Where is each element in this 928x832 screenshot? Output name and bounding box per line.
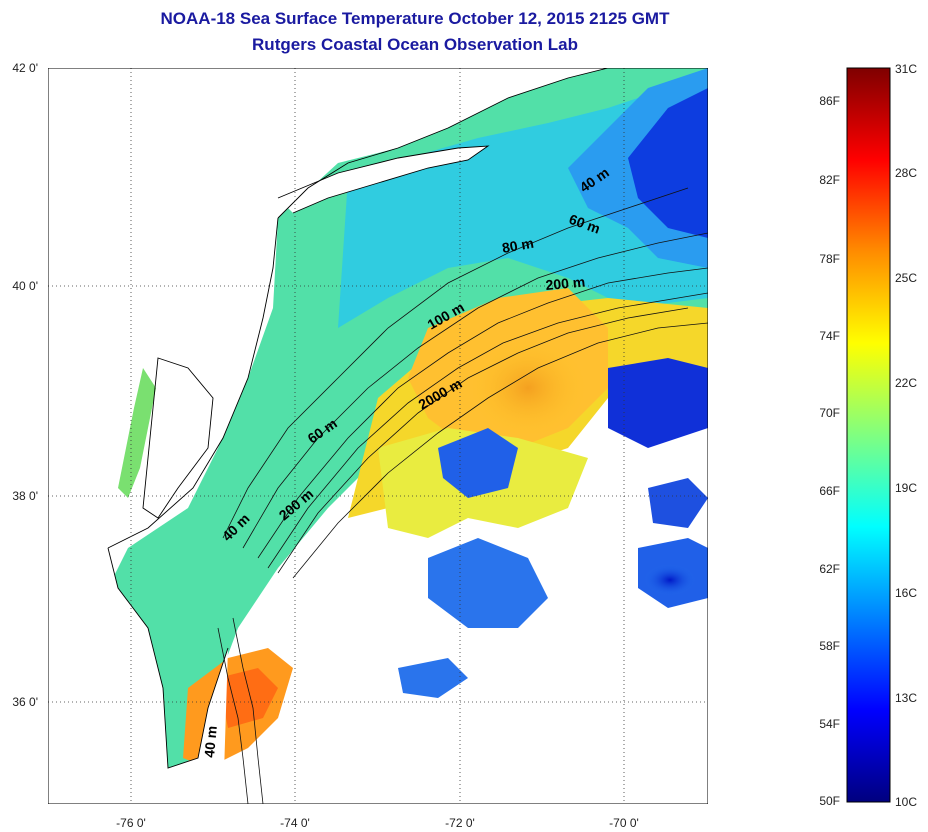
lat-label-36: 36 0' bbox=[12, 695, 38, 709]
colorbar-f-label: 78F bbox=[819, 252, 840, 266]
lon-label-74: -74 0' bbox=[280, 816, 310, 830]
land-new-england bbox=[48, 68, 608, 308]
colorbar-f-label: 58F bbox=[819, 639, 840, 653]
coastline-northeast bbox=[277, 68, 609, 219]
cold-patch-b bbox=[608, 358, 708, 448]
cold-patch-c bbox=[428, 538, 548, 628]
isobath-200m bbox=[277, 307, 689, 574]
colorbar-c-label: 25C bbox=[895, 271, 918, 285]
colorbar-f-label: 50F bbox=[819, 794, 840, 808]
lon-label-72: -72 0' bbox=[445, 816, 475, 830]
coastline-delmarva bbox=[142, 357, 214, 519]
colorbar-f-label: 54F bbox=[819, 717, 840, 731]
coastline-south bbox=[107, 547, 229, 769]
lat-label-42: 42 0' bbox=[12, 61, 38, 75]
colorbar-c-label: 28C bbox=[895, 166, 918, 180]
colorbar-c-label: 31C bbox=[895, 62, 918, 76]
colorbar-f-label: 70F bbox=[819, 406, 840, 420]
isobath-100m bbox=[267, 292, 708, 569]
land-long-island bbox=[278, 146, 488, 213]
land-south bbox=[48, 548, 228, 804]
cold-patch-a bbox=[438, 428, 518, 498]
map-subtitle: Rutgers Coastal Ocean Observation Lab bbox=[252, 35, 578, 54]
colorbar-c-label: 19C bbox=[895, 481, 918, 495]
lon-label-70: -70 0' bbox=[609, 816, 639, 830]
coastlines bbox=[107, 68, 609, 769]
map-title: NOAA-18 Sea Surface Temperature October … bbox=[160, 9, 670, 28]
colorbar-gradient bbox=[846, 67, 891, 803]
isobaths bbox=[217, 187, 708, 804]
coastline-long-island bbox=[277, 145, 490, 214]
graticule bbox=[48, 68, 708, 804]
sst-map: 40 m 60 m 80 m 200 m 100 m 2000 m 60 m 2… bbox=[48, 68, 708, 804]
colorbar-f-label: 74F bbox=[819, 329, 840, 343]
colorbar-f-label: 86F bbox=[819, 94, 840, 108]
isobath-label: 80 m bbox=[501, 235, 535, 256]
warm-eddy-center bbox=[468, 338, 588, 438]
cold-patch-e bbox=[398, 658, 468, 698]
colorbar-c-label: 22C bbox=[895, 376, 918, 390]
isobath-40m bbox=[222, 187, 689, 539]
colorbar-c-label: 13C bbox=[895, 691, 918, 705]
colorbar-f-label: 66F bbox=[819, 484, 840, 498]
isobath-60m bbox=[242, 232, 708, 549]
colorbar-f-label: 82F bbox=[819, 173, 840, 187]
colorbar-c-label: 16C bbox=[895, 586, 918, 600]
isobath-label: 200 m bbox=[545, 274, 586, 293]
isobath-2000m bbox=[292, 322, 708, 579]
isobath-south-shelf bbox=[217, 627, 249, 804]
lon-label-76: -76 0' bbox=[116, 816, 146, 830]
isobath-south-slope bbox=[232, 617, 264, 804]
lat-label-38: 38 0' bbox=[12, 489, 38, 503]
colorbar-c-label: 10C bbox=[895, 795, 918, 809]
cold-patch-f bbox=[648, 478, 708, 528]
chesapeake-water bbox=[118, 368, 156, 498]
cold-patch-d-core bbox=[644, 564, 696, 596]
isobath-80m bbox=[257, 267, 708, 559]
land-delmarva bbox=[143, 358, 213, 518]
colorbar-f-label: 62F bbox=[819, 562, 840, 576]
cold-core-gulf-of-maine bbox=[628, 88, 708, 238]
colorbar bbox=[846, 67, 891, 803]
hatteras-hot-core bbox=[218, 668, 278, 728]
lat-label-40: 40 0' bbox=[12, 279, 38, 293]
isobath-label: 40 m bbox=[201, 725, 220, 758]
coastline-nj-va bbox=[107, 217, 279, 549]
